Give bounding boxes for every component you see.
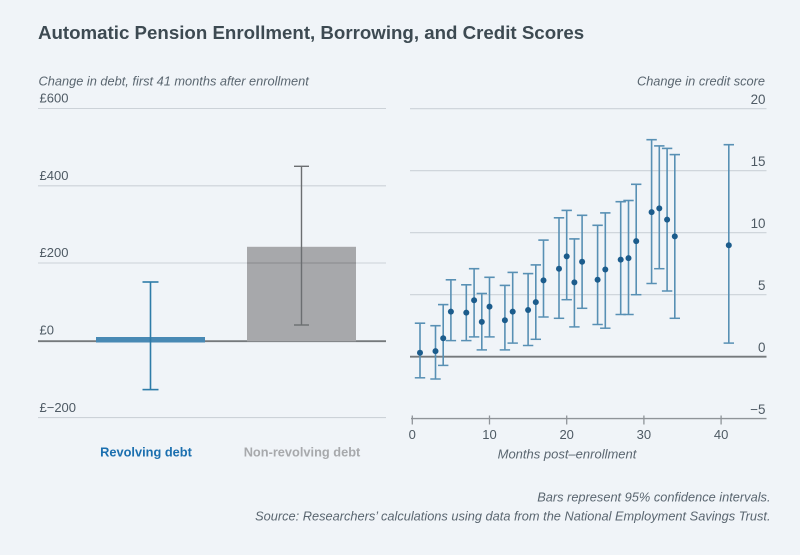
svg-text:10: 10 — [482, 427, 496, 442]
svg-text:15: 15 — [751, 154, 766, 169]
svg-text:£200: £200 — [40, 245, 69, 260]
svg-text:Revolving debt: Revolving debt — [100, 444, 192, 459]
svg-text:30: 30 — [637, 427, 651, 442]
svg-text:Change in debt, first 41 month: Change in debt, first 41 months after en… — [39, 73, 310, 88]
svg-text:Months post–enrollment: Months post–enrollment — [498, 446, 638, 461]
svg-text:0: 0 — [409, 427, 416, 442]
svg-text:10: 10 — [751, 216, 766, 231]
svg-text:Change in credit score: Change in credit score — [637, 73, 765, 88]
svg-text:£0: £0 — [40, 323, 54, 338]
svg-text:20: 20 — [559, 427, 573, 442]
svg-text:£600: £600 — [40, 91, 69, 106]
svg-text:£400: £400 — [40, 168, 69, 183]
svg-text:£−200: £−200 — [40, 400, 77, 415]
svg-text:Source: Researchers’ calculati: Source: Researchers’ calculations using … — [255, 509, 770, 524]
svg-text:20: 20 — [751, 92, 766, 107]
svg-text:−5: −5 — [750, 402, 765, 417]
svg-text:5: 5 — [758, 278, 765, 293]
svg-text:0: 0 — [758, 340, 765, 355]
svg-text:Bars represent 95% confidence: Bars represent 95% confidence intervals. — [537, 489, 770, 504]
svg-text:40: 40 — [714, 427, 728, 442]
svg-text:Non-revolving debt: Non-revolving debt — [244, 444, 361, 459]
svg-text:Automatic Pension Enrollment,: Automatic Pension Enrollment, Borrowing,… — [38, 22, 584, 43]
